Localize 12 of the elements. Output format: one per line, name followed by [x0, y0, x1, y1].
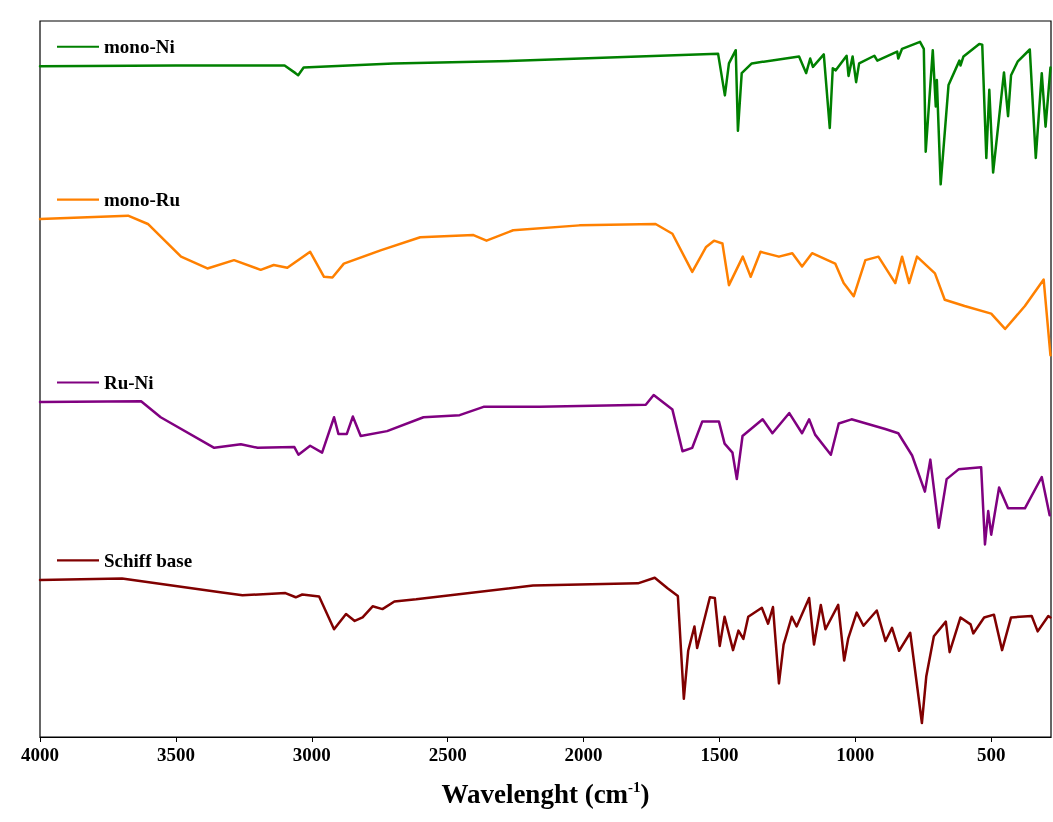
x-tick-label: 2000 — [564, 744, 603, 765]
x-tick-label: 2500 — [428, 744, 467, 765]
x-tick-label: 1000 — [836, 744, 875, 765]
x-tick-label: 500 — [976, 744, 1006, 765]
legend-label: Schiff base — [104, 549, 193, 571]
legend-label: Ru-Ni — [104, 371, 154, 393]
x-tick-label: 3500 — [156, 744, 195, 765]
x-tick-label: 4000 — [21, 744, 59, 765]
x-tick-label: 3000 — [292, 744, 331, 765]
legend-label: mono-Ni — [104, 36, 175, 58]
x-tick-label: 1500 — [700, 744, 739, 765]
legend-label: mono-Ru — [104, 189, 181, 211]
